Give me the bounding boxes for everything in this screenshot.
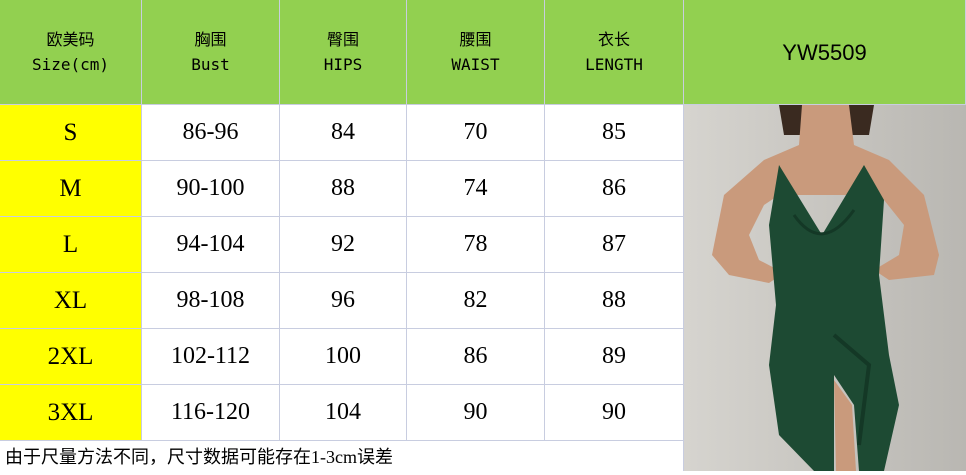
row-hips-cell: 104 (280, 385, 407, 441)
product-photo (684, 105, 966, 471)
bust-value: 98-108 (176, 287, 245, 313)
header-bust-cn: 胸围 (194, 30, 227, 49)
row-hips-cell: 100 (280, 329, 407, 385)
length-value: 85 (602, 119, 626, 145)
row-bust-cell: 116-120 (142, 385, 280, 441)
bust-value: 116-120 (170, 399, 251, 425)
row-hips-cell: 96 (280, 273, 407, 329)
row-bust-cell: 90-100 (142, 161, 280, 217)
row-length-cell: 85 (545, 105, 684, 161)
product-code-cell: YW5509 (684, 0, 966, 105)
size-value: M (59, 174, 82, 202)
header-bust: 胸围 Bust (142, 0, 280, 105)
row-size-cell: L (0, 217, 142, 273)
row-bust-cell: 94-104 (142, 217, 280, 273)
header-bust-en: Bust (191, 55, 230, 74)
header-length-en: LENGTH (585, 55, 643, 74)
row-waist-cell: 82 (407, 273, 545, 329)
waist-value: 78 (463, 231, 488, 257)
row-waist-cell: 86 (407, 329, 545, 385)
row-bust-cell: 102-112 (142, 329, 280, 385)
length-value: 88 (602, 287, 626, 313)
hips-value: 104 (325, 399, 361, 425)
header-size-en: Size(cm) (31, 55, 110, 74)
size-value: XL (53, 286, 88, 314)
row-size-cell: 3XL (0, 385, 142, 441)
header-size: 欧美码 Size(cm) (0, 0, 142, 105)
size-value: L (62, 230, 79, 258)
hips-value: 84 (331, 119, 355, 145)
row-waist-cell: 74 (407, 161, 545, 217)
row-waist-cell: 78 (407, 217, 545, 273)
row-size-cell: M (0, 161, 142, 217)
hips-value: 100 (325, 343, 361, 369)
size-value: S (63, 118, 78, 146)
length-value: 89 (602, 343, 626, 369)
row-length-cell: 87 (545, 217, 684, 273)
row-hips-cell: 92 (280, 217, 407, 273)
header-waist-en: WAIST (451, 55, 500, 74)
row-waist-cell: 90 (407, 385, 545, 441)
hips-value: 96 (331, 287, 355, 313)
measurement-note: 由于尺量方法不同，尺寸数据可能存在1-3cm误差 (0, 441, 684, 471)
waist-value: 86 (463, 343, 488, 369)
length-value: 90 (602, 399, 626, 425)
row-size-cell: S (0, 105, 142, 161)
waist-value: 82 (463, 287, 488, 313)
bust-value: 86-96 (182, 119, 239, 145)
header-waist-cn: 腰围 (459, 30, 492, 49)
size-value: 3XL (47, 398, 94, 426)
size-value: 2XL (47, 342, 94, 370)
hips-value: 88 (331, 175, 355, 201)
row-bust-cell: 86-96 (142, 105, 280, 161)
header-waist: 腰围 WAIST (407, 0, 545, 105)
length-value: 87 (602, 231, 626, 257)
header-length-cn: 衣长 (597, 30, 630, 49)
waist-value: 70 (463, 119, 488, 145)
bust-value: 90-100 (176, 175, 245, 201)
row-size-cell: 2XL (0, 329, 142, 385)
row-length-cell: 88 (545, 273, 684, 329)
waist-value: 74 (463, 175, 488, 201)
row-waist-cell: 70 (407, 105, 545, 161)
bust-value: 102-112 (170, 343, 251, 369)
row-hips-cell: 88 (280, 161, 407, 217)
header-length: 衣长 LENGTH (545, 0, 684, 105)
row-bust-cell: 98-108 (142, 273, 280, 329)
row-length-cell: 86 (545, 161, 684, 217)
header-hips-cn: 臀围 (326, 30, 359, 49)
bust-value: 94-104 (176, 231, 245, 257)
row-length-cell: 90 (545, 385, 684, 441)
header-hips: 臀围 HIPS (280, 0, 407, 105)
header-hips-en: HIPS (323, 55, 363, 74)
waist-value: 90 (463, 399, 488, 425)
row-length-cell: 89 (545, 329, 684, 385)
row-hips-cell: 84 (280, 105, 407, 161)
hips-value: 92 (331, 231, 355, 257)
row-size-cell: XL (0, 273, 142, 329)
header-size-cn: 欧美码 (46, 30, 95, 49)
product-code: YW5509 (782, 39, 867, 65)
length-value: 86 (602, 175, 626, 201)
